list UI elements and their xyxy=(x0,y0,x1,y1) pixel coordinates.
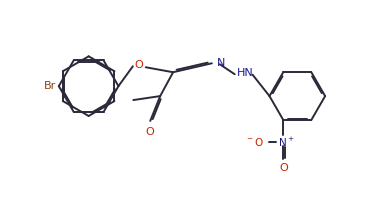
Text: Br: Br xyxy=(44,81,56,91)
Text: HN: HN xyxy=(237,68,253,78)
Text: N$^+$: N$^+$ xyxy=(278,135,295,149)
Text: O: O xyxy=(135,60,143,70)
Text: O: O xyxy=(145,127,153,137)
Text: N: N xyxy=(217,58,225,68)
Text: O: O xyxy=(279,163,288,173)
Text: $^-$O: $^-$O xyxy=(245,136,264,148)
